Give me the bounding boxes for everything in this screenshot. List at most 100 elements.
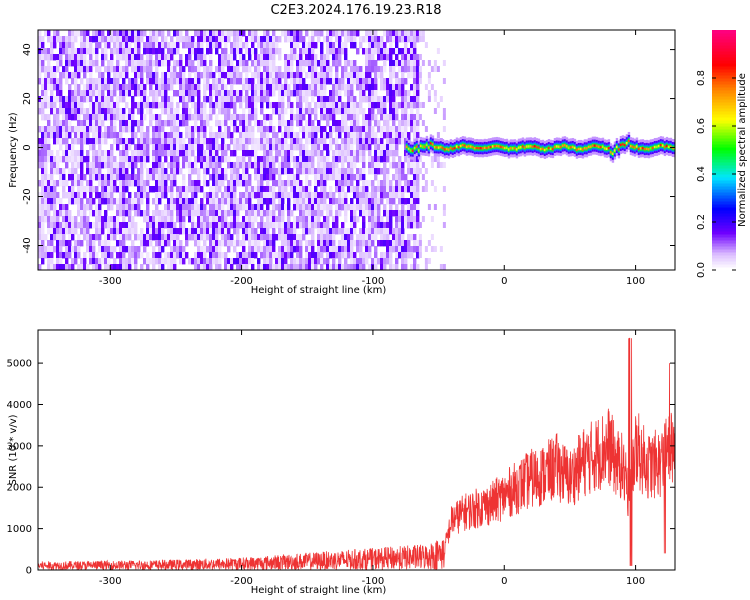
heatmap-cell (430, 84, 434, 90)
heatmap-cell (269, 186, 273, 193)
heatmap-cell (299, 180, 303, 187)
heatmap-cell (269, 66, 273, 73)
heatmap-cell (101, 48, 105, 55)
colorbar-segment (712, 165, 736, 169)
heatmap-cell (341, 48, 345, 55)
heatmap-cell (314, 84, 318, 91)
heatmap-cell (104, 84, 108, 91)
heatmap-cell (314, 72, 318, 79)
heatmap-cell (173, 228, 177, 235)
heatmap-cell (359, 42, 363, 49)
heatmap-cell (131, 246, 135, 253)
heatmap-cell (101, 120, 105, 127)
heatmap-cell (128, 258, 132, 265)
heatmap-cell (170, 36, 174, 43)
heatmap-cell (107, 60, 111, 67)
heatmap-cell (418, 114, 422, 120)
heatmap-cell (317, 96, 321, 103)
heatmap-cell (68, 60, 72, 67)
heatmap-cell (365, 198, 369, 205)
heatmap-cell (389, 138, 393, 145)
heatmap-cell (209, 216, 213, 223)
heatmap-cell (257, 126, 261, 133)
heatmap-cell (362, 180, 366, 187)
heatmap-cell (233, 258, 237, 265)
heatmap-cell (215, 138, 219, 145)
heatmap-cell (311, 144, 315, 151)
heatmap-cell (404, 126, 408, 133)
heatmap-cell (146, 174, 150, 181)
heatmap-cell (143, 246, 147, 253)
heatmap-cell (77, 30, 81, 37)
heatmap-cell (353, 66, 357, 73)
heatmap-cell (71, 180, 75, 187)
heatmap-cell (38, 66, 42, 73)
heatmap-cell (206, 120, 210, 127)
heatmap-cell (266, 156, 270, 163)
heatmap-cell (323, 36, 327, 43)
heatmap-signal-peak (509, 147, 513, 150)
heatmap-cell (257, 54, 261, 61)
heatmap-cell (98, 216, 102, 223)
heatmap-cell (74, 258, 78, 265)
colorbar-segment (712, 66, 736, 70)
heatmap-cell (89, 204, 93, 211)
heatmap-cell (290, 30, 294, 37)
heatmap-cell (311, 150, 315, 157)
heatmap-cell (401, 222, 405, 229)
heatmap-signal-peak (587, 145, 591, 149)
heatmap-cell (44, 168, 48, 175)
heatmap-cell (38, 36, 42, 43)
heatmap-signal-peak (537, 146, 541, 149)
heatmap-cell (155, 174, 159, 181)
heatmap-cell (68, 222, 72, 229)
heatmap-cell (221, 72, 225, 79)
heatmap-cell (62, 156, 66, 163)
heatmap-cell (221, 96, 225, 103)
heatmap-cell (410, 66, 414, 73)
heatmap-cell (377, 36, 381, 43)
heatmap-cell (320, 162, 324, 169)
heatmap-cell (263, 144, 267, 151)
heatmap-cell (131, 156, 135, 163)
heatmap-cell (359, 66, 363, 73)
heatmap-cell (155, 240, 159, 247)
heatmap-cell (41, 198, 45, 205)
heatmap-cell (164, 168, 168, 175)
heatmap-cell (287, 66, 291, 73)
heatmap-cell (143, 132, 147, 139)
heatmap-cell (365, 210, 369, 217)
heatmap-cell (167, 216, 171, 223)
heatmap-cell (128, 108, 132, 115)
heatmap-cell (68, 228, 72, 235)
line-xtick-label: -100 (362, 576, 385, 587)
heatmap-cell (260, 72, 264, 79)
heatmap-cell (182, 96, 186, 103)
heatmap-cell (116, 102, 120, 109)
heatmap-cell (389, 150, 393, 157)
heatmap-cell (71, 102, 75, 109)
heatmap-cell (41, 42, 45, 49)
heatmap-cell (404, 48, 408, 55)
heatmap-cell (287, 174, 291, 181)
heatmap-cell (398, 192, 402, 199)
heatmap-cell (65, 240, 69, 247)
heatmap-cell (155, 66, 159, 73)
heatmap-cell (332, 30, 336, 37)
heatmap-cell (191, 48, 195, 55)
heatmap-cell (332, 162, 336, 169)
heatmap-cell (95, 150, 99, 157)
heatmap-signal-peak (627, 139, 631, 143)
heatmap-cell (110, 162, 114, 169)
heatmap-signal-peak (661, 144, 665, 147)
colorbar-segment (712, 51, 736, 55)
heatmap-cell (161, 54, 165, 61)
heatmap-cell (191, 96, 195, 103)
heatmap-cell (185, 132, 189, 139)
heatmap-cell (50, 126, 54, 133)
heatmap-cell (218, 186, 222, 193)
heatmap-cell (38, 72, 42, 79)
heatmap-cell (134, 54, 138, 61)
heatmap-cell (344, 132, 348, 139)
heatmap-signal-peak (415, 145, 419, 149)
